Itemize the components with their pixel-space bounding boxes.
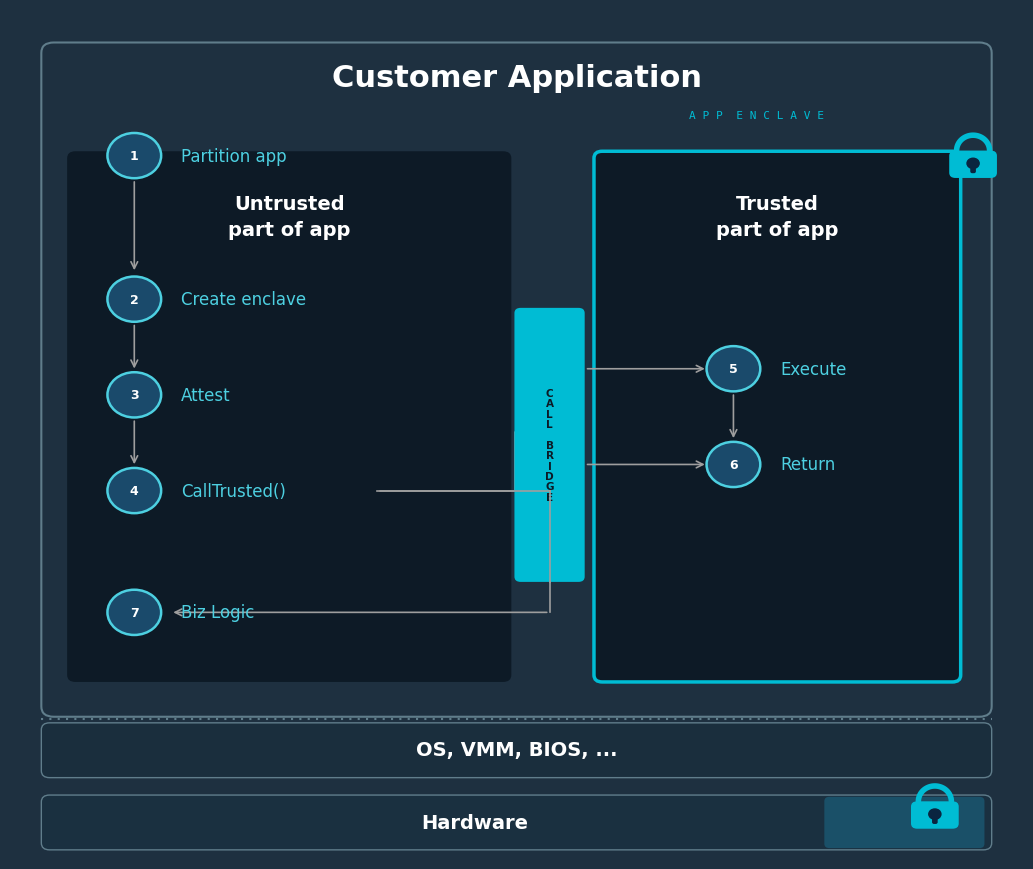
Text: OS, VMM, BIOS, ...: OS, VMM, BIOS, ... (415, 740, 618, 760)
Text: Create enclave: Create enclave (181, 291, 306, 308)
Text: 7: 7 (130, 607, 138, 619)
Circle shape (107, 468, 161, 514)
FancyBboxPatch shape (949, 151, 997, 179)
FancyBboxPatch shape (514, 308, 585, 582)
Circle shape (107, 134, 161, 179)
Text: Biz Logic: Biz Logic (181, 604, 254, 621)
Text: Trusted
part of app: Trusted part of app (716, 196, 839, 239)
Circle shape (707, 347, 760, 392)
Text: 2: 2 (130, 294, 138, 306)
Text: Attest: Attest (181, 387, 230, 404)
Text: 4: 4 (130, 485, 138, 497)
FancyBboxPatch shape (932, 814, 938, 824)
Text: A P P  E N C L A V E: A P P E N C L A V E (689, 110, 824, 121)
Text: Return: Return (780, 456, 835, 474)
Circle shape (107, 277, 161, 322)
FancyBboxPatch shape (970, 164, 976, 174)
Text: 3: 3 (130, 389, 138, 401)
FancyBboxPatch shape (824, 797, 984, 848)
Text: 5: 5 (729, 363, 738, 375)
Circle shape (107, 373, 161, 418)
Circle shape (929, 809, 941, 819)
FancyBboxPatch shape (41, 43, 992, 717)
Circle shape (967, 159, 979, 169)
Circle shape (707, 442, 760, 488)
Text: Customer Application: Customer Application (332, 63, 701, 93)
Text: Execute: Execute (780, 361, 846, 378)
FancyBboxPatch shape (67, 152, 511, 682)
FancyBboxPatch shape (911, 801, 959, 829)
FancyBboxPatch shape (41, 723, 992, 778)
Text: 1: 1 (130, 150, 138, 163)
Text: Untrusted
part of app: Untrusted part of app (228, 196, 350, 239)
FancyBboxPatch shape (41, 795, 992, 850)
Text: C
A
L
L
 
B
R
I
D
G
E: C A L L B R I D G E (545, 388, 554, 502)
Circle shape (107, 590, 161, 635)
Text: CallTrusted(): CallTrusted() (181, 482, 286, 500)
Text: Partition app: Partition app (181, 148, 286, 165)
FancyBboxPatch shape (594, 152, 961, 682)
Text: 6: 6 (729, 459, 738, 471)
Text: Hardware: Hardware (421, 813, 529, 832)
